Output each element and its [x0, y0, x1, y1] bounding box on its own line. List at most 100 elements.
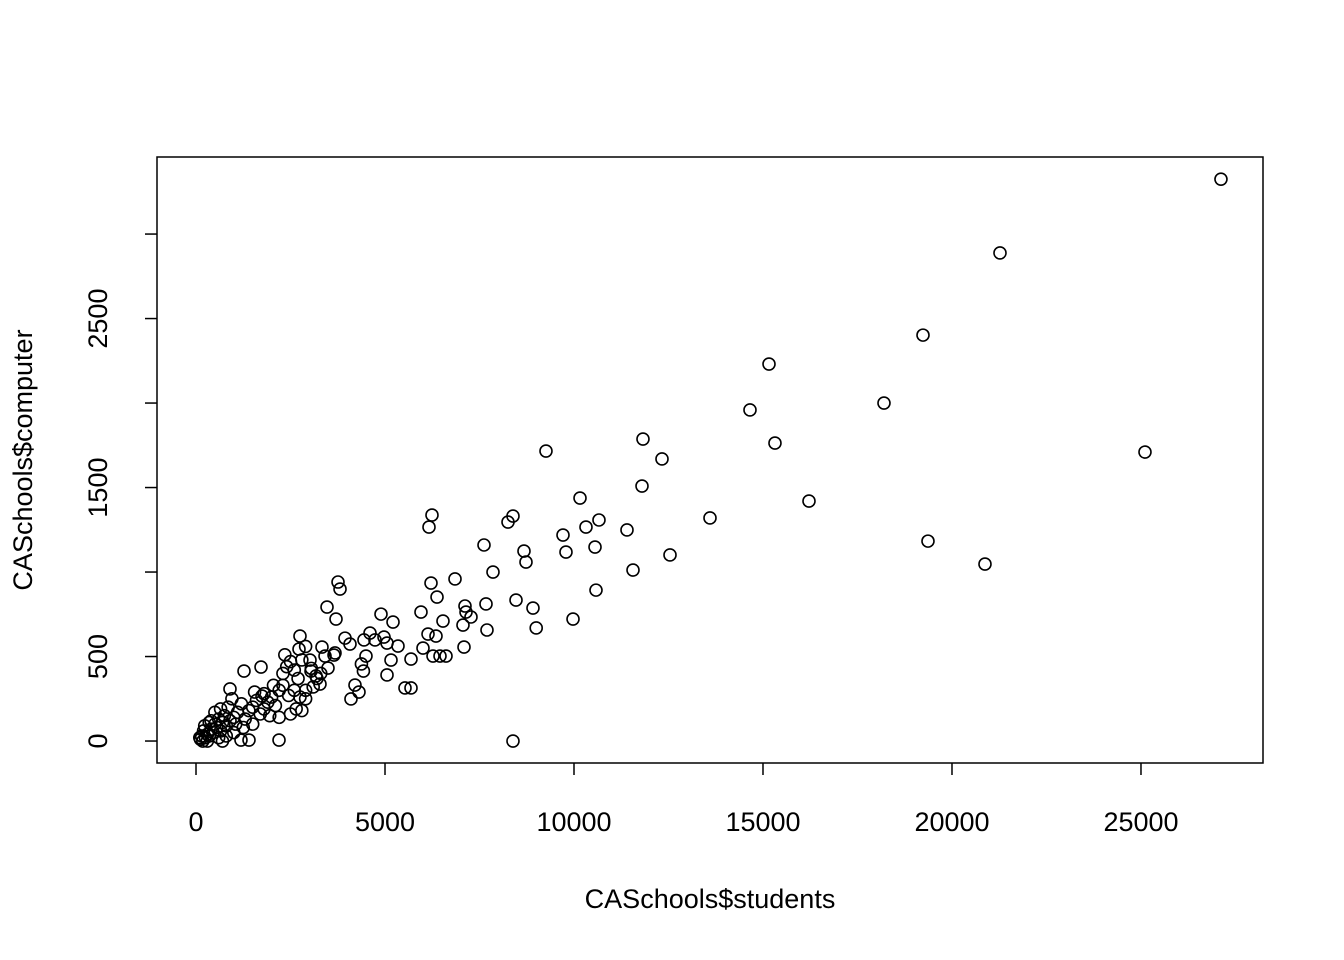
point: [276, 678, 290, 693]
point: [247, 685, 262, 699]
point: [348, 678, 362, 692]
point: [1214, 172, 1228, 186]
point: [978, 557, 992, 571]
x-tick-label: 10000: [536, 807, 611, 837]
point: [422, 520, 436, 534]
point: [354, 657, 369, 671]
point: [429, 629, 443, 643]
point: [298, 639, 313, 654]
point: [579, 520, 593, 534]
x-tick-label: 20000: [914, 807, 989, 837]
point: [223, 682, 237, 696]
point: [192, 730, 207, 745]
point: [227, 710, 241, 725]
point: [315, 640, 329, 654]
point: [242, 733, 256, 747]
point: [295, 653, 309, 667]
point: [588, 540, 602, 554]
point: [559, 545, 573, 559]
point: [916, 328, 930, 342]
point: [295, 703, 309, 718]
point: [768, 436, 782, 450]
point: [529, 621, 544, 635]
point: [993, 246, 1007, 260]
point: [202, 715, 217, 730]
x-tick-label: 25000: [1103, 807, 1178, 837]
point: [343, 637, 357, 651]
point: [391, 639, 405, 653]
point: [477, 538, 491, 552]
point: [359, 649, 373, 663]
point: [486, 565, 500, 579]
point: [416, 641, 430, 655]
y-tick-label: 2500: [83, 289, 113, 349]
point: [278, 648, 292, 662]
point: [464, 610, 478, 624]
point: [303, 653, 317, 667]
point: [329, 612, 343, 626]
plot-box: [156, 156, 1264, 764]
point: [352, 685, 366, 699]
point: [433, 649, 447, 663]
point: [404, 681, 418, 695]
point: [921, 534, 935, 548]
point: [225, 691, 239, 706]
point: [344, 692, 358, 706]
point: [386, 615, 400, 629]
y-tick-label: 0: [83, 734, 113, 749]
point: [298, 691, 313, 706]
y-axis-label: CASchools$computer: [8, 329, 38, 590]
point: [421, 627, 435, 641]
point: [430, 590, 444, 604]
point: [304, 661, 319, 676]
point: [425, 508, 439, 522]
point: [626, 563, 640, 577]
point: [234, 733, 248, 747]
point: [266, 678, 281, 693]
point: [458, 599, 472, 613]
point: [310, 671, 324, 686]
point: [384, 653, 398, 667]
point: [479, 597, 493, 611]
point: [236, 720, 251, 735]
point: [635, 479, 649, 493]
point: [456, 618, 470, 632]
point: [398, 681, 412, 695]
point: [320, 600, 334, 614]
point: [380, 668, 394, 682]
point: [620, 523, 634, 537]
point: [517, 544, 531, 558]
point: [526, 601, 540, 615]
y-tick-label: 500: [83, 634, 113, 679]
point: [213, 702, 228, 716]
x-tick-label: 0: [188, 807, 203, 837]
point: [501, 515, 515, 529]
point: [457, 640, 471, 654]
point: [480, 623, 494, 637]
point: [257, 686, 271, 701]
point: [802, 494, 816, 508]
point: [291, 671, 305, 686]
point: [257, 702, 271, 716]
y-tick-label: 1500: [83, 458, 113, 518]
point: [196, 734, 210, 748]
point: [509, 593, 523, 607]
point: [655, 452, 669, 466]
point: [221, 700, 235, 715]
x-tick-label: 5000: [355, 807, 415, 837]
point: [436, 614, 450, 628]
point: [539, 444, 553, 458]
point: [331, 575, 345, 589]
point: [333, 582, 347, 596]
point: [237, 664, 251, 678]
point: [245, 717, 260, 731]
point: [249, 693, 264, 708]
point: [306, 680, 320, 694]
point: [356, 664, 371, 678]
point: [363, 626, 377, 640]
point: [254, 660, 268, 674]
point: [459, 605, 473, 619]
point: [374, 607, 388, 621]
